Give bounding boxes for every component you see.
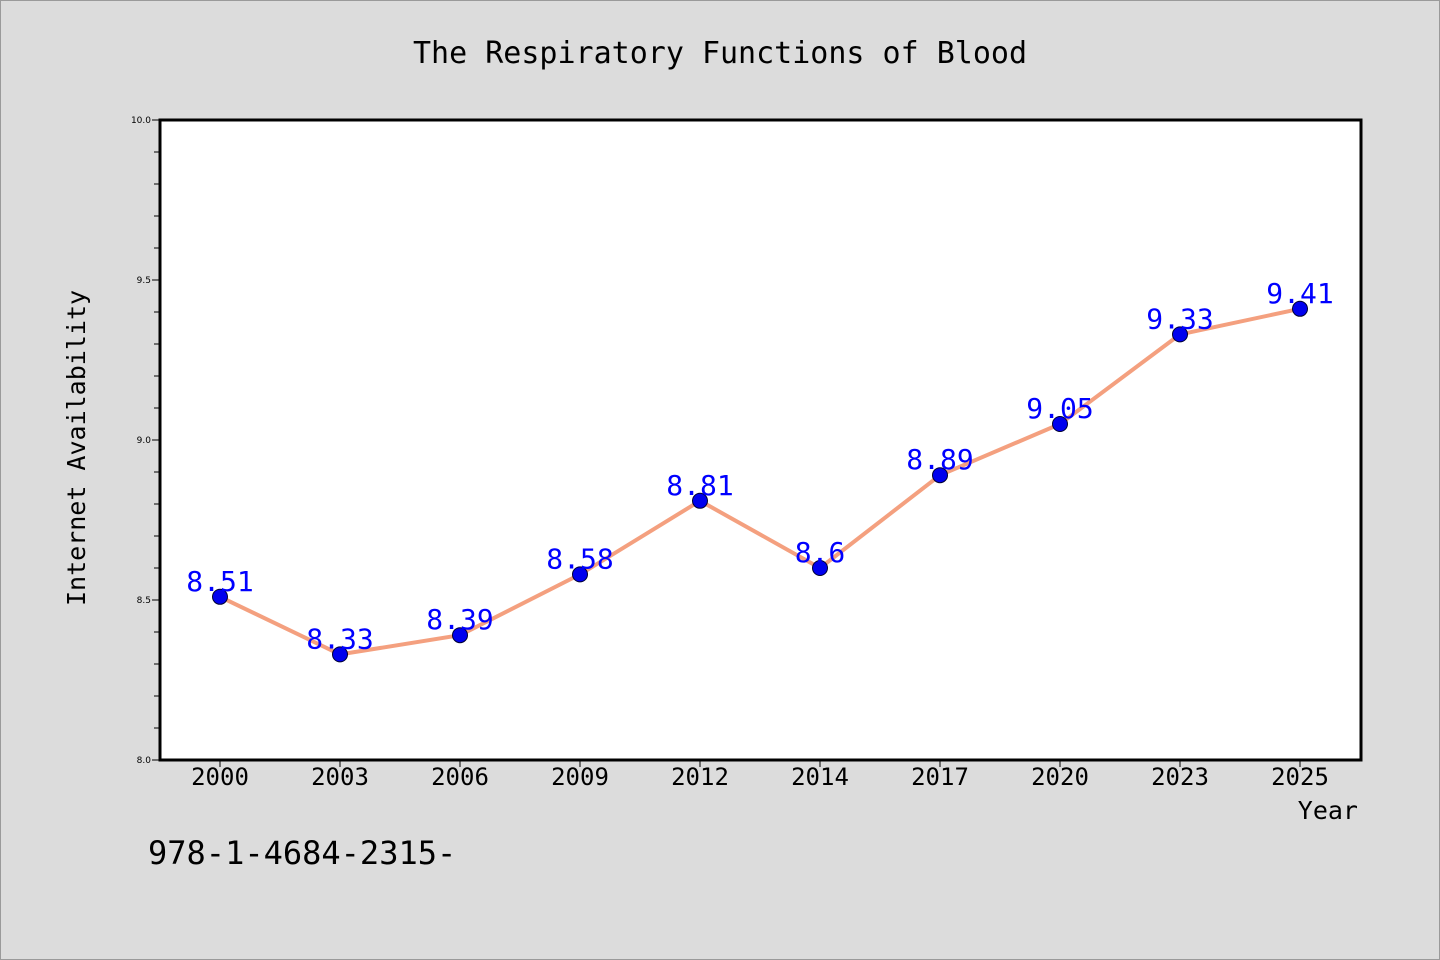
x-tick-label: 2014 xyxy=(791,763,849,791)
y-tick-label: 8.5 xyxy=(137,596,151,606)
data-label: 8.89 xyxy=(906,443,973,476)
y-tick-label: 8.0 xyxy=(137,756,152,766)
data-point xyxy=(452,627,468,644)
y-axis-label-group: Internet Availability xyxy=(62,290,91,606)
x-tick-label: 2025 xyxy=(1271,763,1329,791)
data-label: 8.58 xyxy=(546,542,613,575)
x-tick-label: 2000 xyxy=(191,763,249,791)
x-axis-label: Year xyxy=(1298,796,1358,825)
data-point xyxy=(812,560,828,576)
data-point xyxy=(1292,300,1308,317)
data-point xyxy=(212,588,228,605)
data-label: 8.81 xyxy=(666,469,733,502)
series-lines xyxy=(218,306,1302,657)
chart-title: The Respiratory Functions of Blood xyxy=(413,36,1027,71)
data-point xyxy=(572,566,588,583)
x-tick-label: 2020 xyxy=(1031,763,1089,791)
footnote-text: 978-1-4684-2315- xyxy=(148,834,456,872)
x-tick-label: 2012 xyxy=(671,763,729,791)
data-point xyxy=(932,467,948,484)
y-tick-label: 9.5 xyxy=(137,276,151,286)
data-point xyxy=(1172,326,1188,343)
x-tick-label: 2017 xyxy=(911,763,969,791)
data-point xyxy=(692,492,708,509)
data-label: 9.05 xyxy=(1026,392,1093,425)
data-label: 9.33 xyxy=(1146,302,1213,335)
y-tick-label: 9.0 xyxy=(137,436,152,446)
series-line xyxy=(218,306,1302,657)
data-point xyxy=(1052,416,1068,432)
y-axis-tick-labels: 8.0 8.5 9.0 9.5 10.0 xyxy=(131,116,151,766)
series-markers xyxy=(212,300,1308,663)
y-tick-label: 10.0 xyxy=(131,116,151,126)
data-label: 8.33 xyxy=(306,622,373,655)
data-label: 8.39 xyxy=(426,603,493,636)
data-label: 8.6 xyxy=(795,536,846,569)
x-tick-label: 2023 xyxy=(1151,763,1209,791)
y-axis-label: Internet Availability xyxy=(62,290,91,606)
data-label: 8.51 xyxy=(186,565,253,598)
x-tick-label: 2006 xyxy=(431,763,489,791)
plot-area xyxy=(160,120,1361,760)
plot-border xyxy=(158,118,1363,762)
x-tick-label: 2009 xyxy=(551,763,609,791)
data-point xyxy=(332,646,348,663)
x-axis-tick-labels: 2000 2003 2006 2009 2012 2014 2017 2020 2023 2025 xyxy=(191,763,1329,791)
x-tick-label: 2003 xyxy=(311,763,369,791)
data-label: 9.41 xyxy=(1266,277,1333,310)
data-labels: 8.51 8.33 8.39 8.58 8.81 8.6 8.89 9.05 9.33 9.41 xyxy=(186,277,1333,656)
